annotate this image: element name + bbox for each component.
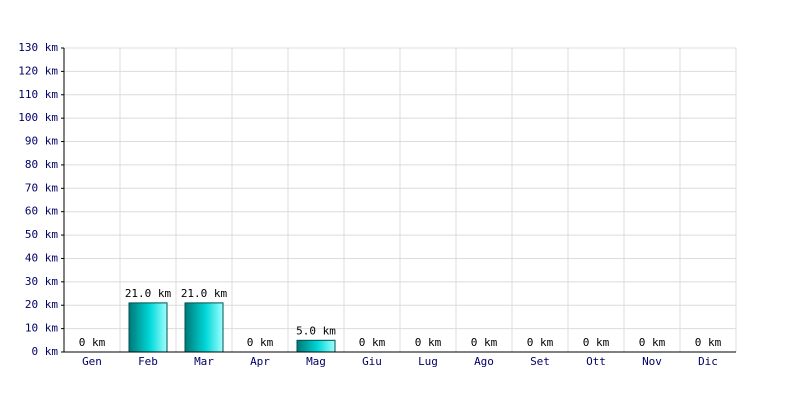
y-tick-label: 70 km (25, 181, 58, 194)
y-tick-label: 30 km (25, 275, 58, 288)
x-tick-label: Dic (698, 355, 718, 368)
y-tick-label: 50 km (25, 228, 58, 241)
value-label: 0 km (695, 336, 722, 349)
y-tick-label: 40 km (25, 251, 58, 264)
x-tick-label: Lug (418, 355, 438, 368)
x-tick-label: Mar (194, 355, 214, 368)
y-tick-label: 120 km (18, 64, 58, 77)
value-label: 0 km (415, 336, 442, 349)
x-tick-label: Gen (82, 355, 102, 368)
x-tick-label: Apr (250, 355, 270, 368)
bar (128, 302, 168, 353)
x-tick-label: Nov (642, 355, 662, 368)
bar (296, 339, 336, 353)
value-label: 0 km (247, 336, 274, 349)
y-tick-label: 0 km (32, 345, 59, 358)
value-label: 0 km (79, 336, 106, 349)
x-tick-label: Ago (474, 355, 494, 368)
value-label: 0 km (583, 336, 610, 349)
x-tick-label: Ott (586, 355, 606, 368)
x-tick-label: Mag (306, 355, 326, 368)
y-tick-label: 60 km (25, 205, 58, 218)
value-label: 0 km (359, 336, 386, 349)
y-tick-label: 110 km (18, 88, 58, 101)
bar (184, 302, 224, 353)
y-tick-label: 80 km (25, 158, 58, 171)
value-label: 0 km (471, 336, 498, 349)
y-tick-label: 90 km (25, 135, 58, 148)
x-tick-label: Feb (138, 355, 158, 368)
value-label: 0 km (639, 336, 666, 349)
value-label: 21.0 km (181, 287, 228, 300)
y-tick-label: 20 km (25, 298, 58, 311)
x-tick-label: Giu (362, 355, 382, 368)
value-label: 5.0 km (296, 324, 336, 337)
y-tick-label: 100 km (18, 111, 58, 124)
value-label: 0 km (527, 336, 554, 349)
y-tick-label: 10 km (25, 322, 58, 335)
value-label: 21.0 km (125, 287, 172, 300)
x-tick-label: Set (530, 355, 550, 368)
y-tick-label: 130 km (18, 41, 58, 54)
